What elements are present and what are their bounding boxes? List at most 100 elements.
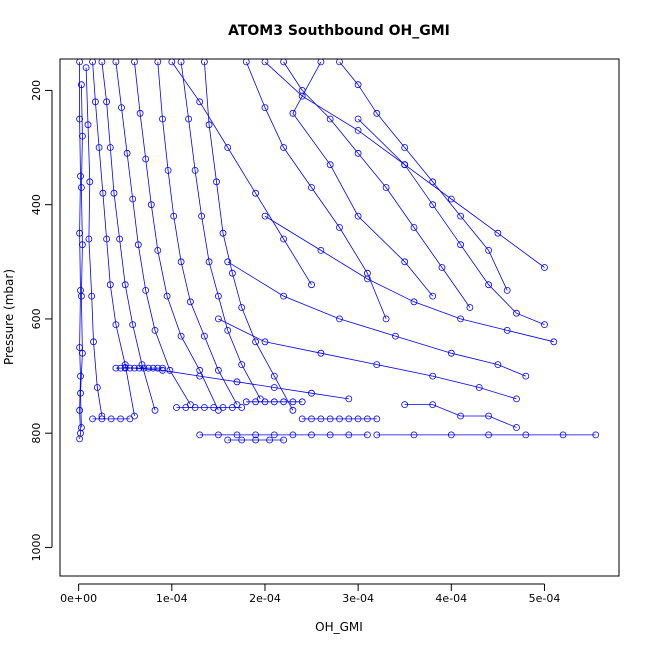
data-point (106, 144, 114, 151)
data-point (270, 372, 278, 380)
data-point (224, 436, 232, 444)
data-point (252, 189, 260, 197)
data-point (224, 326, 232, 334)
profile-series (112, 364, 166, 372)
profile-series (154, 59, 241, 409)
data-point (503, 286, 511, 294)
data-point (475, 384, 483, 391)
data-point (185, 115, 193, 123)
x-tick-label: 5e-04 (529, 592, 561, 605)
data-point (123, 149, 131, 157)
data-point (95, 144, 103, 151)
data-point (159, 115, 166, 123)
data-point (494, 361, 502, 369)
data-point (205, 258, 213, 266)
data-point (135, 364, 143, 372)
series-line (357, 118, 545, 325)
profile-series (131, 59, 222, 414)
data-point (252, 431, 260, 439)
data-point (317, 415, 325, 423)
axes-layer: 0e+00 1e-04 2e-04 3e-04 4e-04 5e-04 200 400 600 8… (30, 58, 620, 605)
profile-series (82, 64, 106, 420)
data-point (391, 332, 399, 340)
x-tick-label: 1e-04 (156, 592, 188, 605)
data-point (103, 98, 110, 106)
data-point (373, 361, 381, 369)
data-point (85, 235, 93, 243)
data-point (142, 155, 150, 163)
data-point (98, 59, 106, 66)
data-point (164, 166, 172, 174)
data-point (77, 372, 84, 380)
series-line (171, 61, 312, 285)
data-point (131, 59, 138, 66)
data-point (92, 98, 99, 106)
data-point (163, 292, 171, 300)
data-point (401, 144, 409, 151)
data-point (485, 281, 493, 289)
data-point (410, 224, 418, 231)
data-point (401, 161, 409, 169)
data-point (126, 364, 134, 372)
data-point (373, 431, 381, 439)
data-point (308, 415, 315, 423)
series-line (80, 84, 83, 428)
data-point (121, 281, 129, 289)
data-point (170, 212, 178, 220)
series-line (79, 61, 81, 439)
data-point (228, 269, 236, 277)
data-point (401, 401, 409, 409)
data-point (131, 364, 138, 372)
data-point (317, 349, 325, 357)
data-point (154, 246, 162, 254)
series-line (157, 61, 238, 405)
data-point (93, 384, 101, 391)
data-point (261, 59, 269, 66)
data-point (261, 104, 269, 111)
data-point (126, 415, 134, 423)
profile-series (261, 212, 558, 346)
data-point (98, 415, 106, 423)
data-point (280, 292, 288, 300)
data-point (592, 431, 600, 439)
data-point (238, 436, 246, 444)
data-point (410, 431, 418, 439)
data-point (77, 389, 84, 397)
data-point (308, 389, 315, 397)
data-point (410, 298, 418, 306)
y-tick-label: 600 (30, 308, 43, 329)
profile-series (280, 59, 474, 311)
data-point (382, 184, 390, 191)
data-point (177, 258, 185, 266)
data-point (182, 404, 190, 411)
series-line (85, 67, 103, 417)
data-point (112, 321, 120, 329)
data-point (457, 412, 465, 420)
data-point (214, 292, 222, 300)
profile-series (289, 59, 437, 300)
profile-series (76, 59, 84, 443)
profile-series (196, 431, 371, 439)
data-point (142, 286, 150, 294)
series-line (339, 61, 508, 291)
profile-series (112, 59, 194, 409)
data-point (78, 81, 85, 89)
series-line (227, 261, 526, 377)
data-point (110, 189, 118, 197)
data-point (76, 406, 83, 414)
data-point (252, 398, 260, 406)
profile-series (373, 431, 600, 439)
series-line (125, 367, 349, 400)
data-point (280, 59, 287, 66)
data-point (326, 115, 334, 123)
data-point (447, 431, 455, 439)
data-point (289, 406, 297, 414)
data-point (198, 212, 206, 220)
data-point (382, 315, 390, 323)
data-point (79, 132, 86, 140)
series-line (204, 61, 294, 411)
data-point (336, 59, 343, 66)
data-point (214, 366, 222, 374)
data-point (151, 326, 159, 334)
